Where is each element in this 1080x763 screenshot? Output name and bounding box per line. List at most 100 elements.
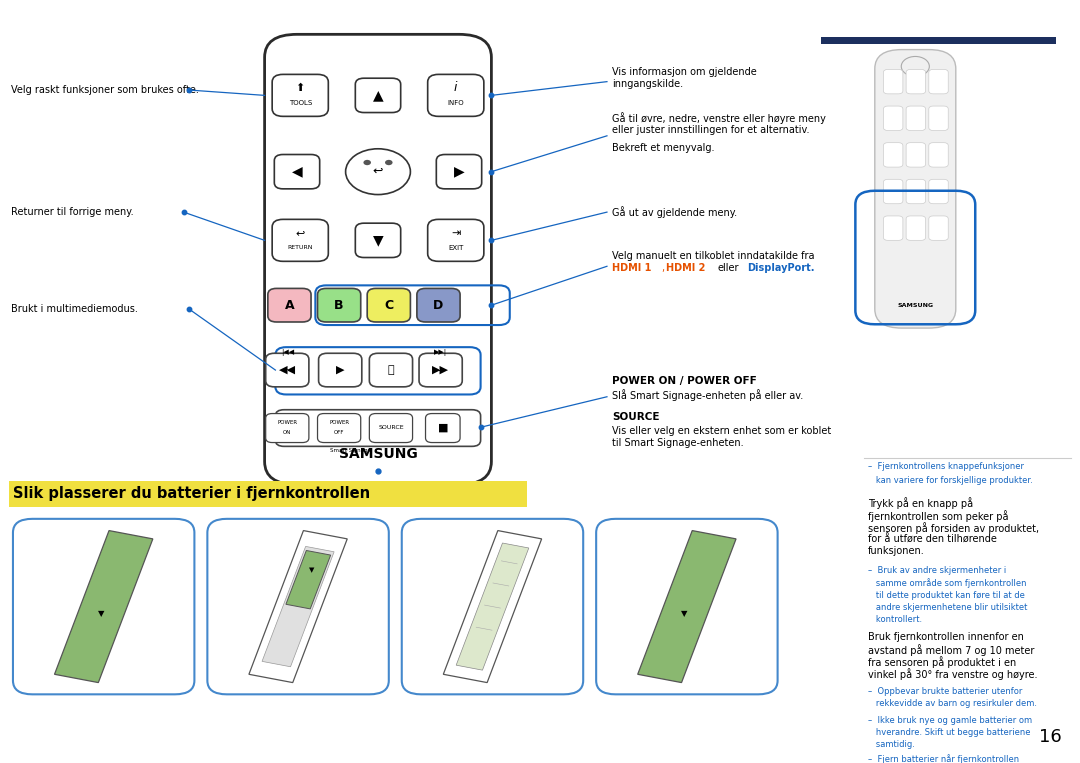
Text: POWER: POWER xyxy=(329,420,349,425)
Text: avstand på mellom 7 og 10 meter: avstand på mellom 7 og 10 meter xyxy=(868,644,1035,656)
Text: hverandre. Skift ut begge batteriene: hverandre. Skift ut begge batteriene xyxy=(868,728,1030,737)
Polygon shape xyxy=(54,530,153,683)
Text: –  Oppbevar brukte batterier utenfor: – Oppbevar brukte batterier utenfor xyxy=(868,687,1023,696)
FancyBboxPatch shape xyxy=(402,519,583,694)
Polygon shape xyxy=(262,546,334,667)
Text: POWER: POWER xyxy=(278,420,297,425)
Text: ⏸: ⏸ xyxy=(388,365,394,375)
Text: ▼: ▼ xyxy=(97,610,104,619)
Text: –  Bruk av andre skjermenheter i: – Bruk av andre skjermenheter i xyxy=(868,566,1007,575)
Text: sensoren på forsiden av produktet,: sensoren på forsiden av produktet, xyxy=(868,522,1039,534)
FancyBboxPatch shape xyxy=(883,69,903,94)
FancyBboxPatch shape xyxy=(883,106,903,130)
FancyBboxPatch shape xyxy=(268,288,311,322)
Text: Gå ut av gjeldende meny.: Gå ut av gjeldende meny. xyxy=(612,206,738,218)
Text: DisplayPort.: DisplayPort. xyxy=(747,262,814,273)
FancyBboxPatch shape xyxy=(929,143,948,167)
FancyBboxPatch shape xyxy=(272,220,328,261)
Text: OFF: OFF xyxy=(334,430,345,435)
Text: ▼: ▼ xyxy=(680,610,687,619)
Text: ▶: ▶ xyxy=(454,165,464,179)
FancyBboxPatch shape xyxy=(318,414,361,443)
FancyBboxPatch shape xyxy=(426,414,460,443)
Text: EXIT: EXIT xyxy=(448,245,463,251)
Text: Smart Signage: Smart Signage xyxy=(330,448,372,453)
FancyBboxPatch shape xyxy=(369,353,413,387)
FancyBboxPatch shape xyxy=(883,179,903,204)
Text: Gå til øvre, nedre, venstre eller høyre meny: Gå til øvre, nedre, venstre eller høyre … xyxy=(612,112,826,124)
FancyBboxPatch shape xyxy=(207,519,389,694)
Text: til dette produktet kan føre til at de: til dette produktet kan føre til at de xyxy=(868,591,1025,600)
Text: Bekreft et menyvalg.: Bekreft et menyvalg. xyxy=(612,143,715,153)
FancyBboxPatch shape xyxy=(266,353,309,387)
Text: ⇥: ⇥ xyxy=(451,227,460,238)
Polygon shape xyxy=(456,543,529,670)
FancyBboxPatch shape xyxy=(883,216,903,240)
Circle shape xyxy=(386,160,393,165)
Text: A: A xyxy=(285,298,294,312)
Text: ▲: ▲ xyxy=(373,89,383,102)
Text: Slik plasserer du batterier i fjernkontrollen: Slik plasserer du batterier i fjernkontr… xyxy=(13,486,370,501)
Text: vinkel på 30° fra venstre og høyre.: vinkel på 30° fra venstre og høyre. xyxy=(868,668,1038,681)
FancyBboxPatch shape xyxy=(355,78,401,112)
Text: ▼: ▼ xyxy=(373,233,383,247)
Text: i: i xyxy=(454,81,458,95)
FancyBboxPatch shape xyxy=(906,69,926,94)
Text: Trykk på en knapp på: Trykk på en knapp på xyxy=(868,497,973,510)
FancyBboxPatch shape xyxy=(265,34,491,485)
Text: kan variere for forskjellige produkter.: kan variere for forskjellige produkter. xyxy=(868,476,1034,485)
FancyBboxPatch shape xyxy=(883,143,903,167)
Text: Vis informasjon om gjeldende: Vis informasjon om gjeldende xyxy=(612,66,757,77)
FancyBboxPatch shape xyxy=(367,288,410,322)
Polygon shape xyxy=(443,530,542,683)
Text: Bruk fjernkontrollen innenfor en: Bruk fjernkontrollen innenfor en xyxy=(868,632,1024,642)
Text: SAMSUNG: SAMSUNG xyxy=(339,447,417,461)
Text: for å utføre den tilhørende: for å utføre den tilhørende xyxy=(868,534,997,544)
Text: eller juster innstillingen for et alternativ.: eller juster innstillingen for et altern… xyxy=(612,125,810,136)
Text: ▶▶: ▶▶ xyxy=(432,365,449,375)
Text: B: B xyxy=(335,298,343,312)
FancyBboxPatch shape xyxy=(906,179,926,204)
Text: –  Fjern batterier når fjernkontrollen: – Fjern batterier når fjernkontrollen xyxy=(868,754,1020,763)
FancyBboxPatch shape xyxy=(929,106,948,130)
FancyBboxPatch shape xyxy=(929,179,948,204)
Text: kontrollert.: kontrollert. xyxy=(868,615,922,624)
FancyBboxPatch shape xyxy=(906,216,926,240)
Text: ↩: ↩ xyxy=(373,165,383,179)
Text: inngangskilde.: inngangskilde. xyxy=(612,79,684,89)
Text: |◀◀: |◀◀ xyxy=(281,349,294,356)
Bar xyxy=(821,37,1056,44)
Text: Vis eller velg en ekstern enhet som er koblet: Vis eller velg en ekstern enhet som er k… xyxy=(612,426,832,436)
Text: andre skjermenhetene blir utilsiktet: andre skjermenhetene blir utilsiktet xyxy=(868,603,1028,612)
Text: ON: ON xyxy=(283,430,292,435)
FancyBboxPatch shape xyxy=(274,154,320,189)
FancyBboxPatch shape xyxy=(417,288,460,322)
FancyBboxPatch shape xyxy=(428,74,484,116)
FancyBboxPatch shape xyxy=(906,106,926,130)
Text: Velg manuelt en tilkoblet inndatakilde fra: Velg manuelt en tilkoblet inndatakilde f… xyxy=(612,250,814,261)
FancyBboxPatch shape xyxy=(318,288,361,322)
Text: ⬆: ⬆ xyxy=(296,82,305,93)
Text: rekkevidde av barn og resirkuler dem.: rekkevidde av barn og resirkuler dem. xyxy=(868,699,1037,708)
FancyBboxPatch shape xyxy=(906,143,926,167)
Text: Returner til forrige meny.: Returner til forrige meny. xyxy=(11,207,134,217)
Text: SOURCE: SOURCE xyxy=(378,425,404,430)
Circle shape xyxy=(363,160,372,165)
Text: ,: , xyxy=(661,262,664,273)
Circle shape xyxy=(346,149,410,195)
Text: ◀: ◀ xyxy=(292,165,302,179)
Text: TOOLS: TOOLS xyxy=(288,100,312,106)
Text: samme område som fjernkontrollen: samme område som fjernkontrollen xyxy=(868,578,1027,588)
Text: ▼: ▼ xyxy=(309,567,314,573)
Text: SOURCE: SOURCE xyxy=(612,411,660,422)
Text: –  Fjernkontrollens knappefunksjoner: – Fjernkontrollens knappefunksjoner xyxy=(868,462,1024,472)
FancyBboxPatch shape xyxy=(13,519,194,694)
FancyBboxPatch shape xyxy=(355,223,401,258)
FancyBboxPatch shape xyxy=(266,414,309,443)
Text: eller: eller xyxy=(717,262,739,273)
FancyBboxPatch shape xyxy=(419,353,462,387)
FancyBboxPatch shape xyxy=(319,353,362,387)
Bar xyxy=(9,481,527,507)
Text: ↩: ↩ xyxy=(296,227,305,238)
Text: POWER ON / POWER OFF: POWER ON / POWER OFF xyxy=(612,375,757,386)
